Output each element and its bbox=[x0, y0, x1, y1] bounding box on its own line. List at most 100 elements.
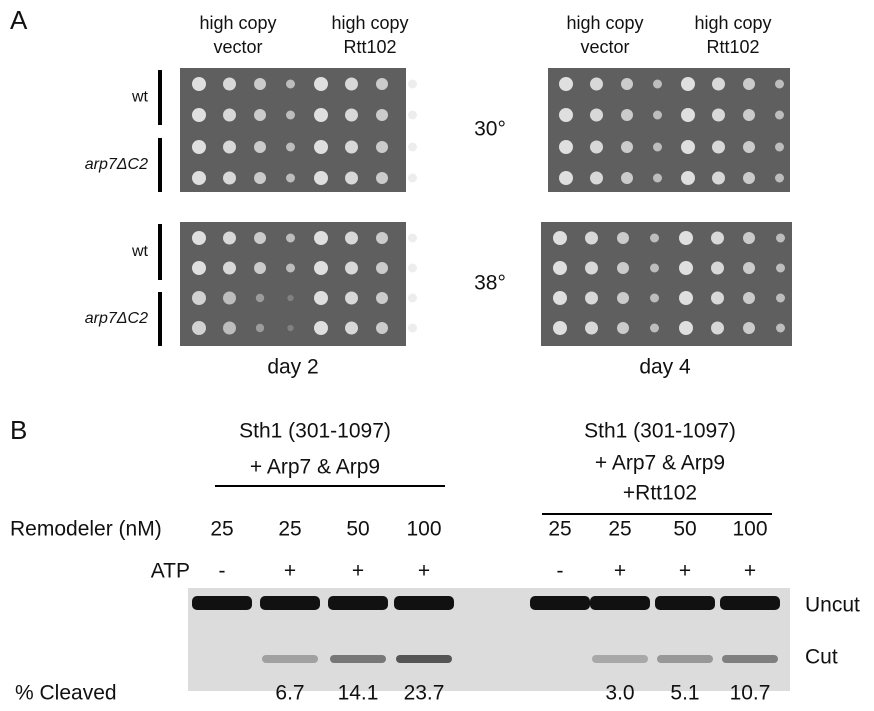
colony-spot bbox=[712, 141, 725, 154]
colony-spot bbox=[345, 232, 358, 245]
group-title: Sth1 (301-1097) bbox=[239, 420, 391, 443]
uncut-band bbox=[328, 596, 388, 610]
atp-sign: + bbox=[418, 560, 430, 583]
plate-header: Rtt102 bbox=[343, 37, 396, 57]
colony-spot bbox=[743, 141, 755, 153]
colony-spot bbox=[621, 172, 633, 184]
colony-spot bbox=[376, 172, 388, 184]
colony-spot bbox=[679, 261, 693, 275]
colony-spot bbox=[376, 78, 388, 90]
colony-spot bbox=[314, 171, 328, 185]
colony-spot bbox=[314, 321, 328, 335]
day-label: day 2 bbox=[267, 356, 318, 379]
band-label: Cut bbox=[805, 646, 838, 669]
colony-spot bbox=[711, 232, 724, 245]
cut-band bbox=[330, 655, 386, 663]
colony-spot bbox=[711, 322, 724, 335]
colony-spot bbox=[254, 141, 266, 153]
atp-sign: + bbox=[284, 560, 296, 583]
plate-header: high copy bbox=[566, 13, 643, 33]
colony-spot bbox=[192, 140, 206, 154]
colony-spot bbox=[679, 291, 693, 305]
colony-spot bbox=[376, 141, 388, 153]
day-label: day 4 bbox=[639, 356, 691, 379]
colony-spot bbox=[408, 264, 417, 273]
colony-spot bbox=[650, 324, 659, 333]
colony-spot bbox=[223, 262, 236, 275]
cleaved-value: 5.1 bbox=[670, 682, 699, 705]
uncut-band bbox=[720, 596, 780, 610]
cleaved-value: 23.7 bbox=[404, 682, 445, 705]
colony-spot bbox=[776, 264, 785, 273]
colony-spot bbox=[345, 262, 358, 275]
row-label: Remodeler (nM) bbox=[10, 518, 162, 541]
plate-header: high copy bbox=[199, 13, 276, 33]
temperature: 30° bbox=[474, 118, 506, 141]
colony-spot bbox=[345, 172, 358, 185]
colony-spot bbox=[585, 232, 598, 245]
colony-spot bbox=[653, 143, 662, 152]
cleaved-value: 6.7 bbox=[275, 682, 304, 705]
colony-spot bbox=[408, 294, 417, 303]
colony-spot bbox=[192, 108, 206, 122]
cut-band bbox=[657, 655, 713, 663]
remodeler-conc: 50 bbox=[673, 518, 696, 541]
atp-sign: + bbox=[744, 560, 756, 583]
uncut-band bbox=[394, 596, 454, 610]
colony-spot bbox=[679, 231, 693, 245]
colony-spot bbox=[192, 231, 206, 245]
colony-spot bbox=[192, 291, 206, 305]
colony-spot bbox=[681, 171, 695, 185]
colony-spot bbox=[712, 109, 725, 122]
colony-spot bbox=[590, 109, 603, 122]
temperature: 38° bbox=[474, 272, 506, 295]
colony-spot bbox=[650, 234, 659, 243]
colony-spot bbox=[287, 325, 293, 331]
colony-spot bbox=[559, 171, 573, 185]
colony-spot bbox=[553, 291, 567, 305]
plate-header: vector bbox=[213, 37, 262, 57]
atp-sign: + bbox=[679, 560, 691, 583]
colony-spot bbox=[254, 78, 266, 90]
colony-spot bbox=[590, 172, 603, 185]
colony-spot bbox=[743, 292, 755, 304]
colony-spot bbox=[408, 111, 417, 120]
colony-spot bbox=[776, 234, 785, 243]
colony-spot bbox=[590, 78, 603, 91]
colony-spot bbox=[743, 232, 755, 244]
atp-sign: + bbox=[614, 560, 626, 583]
group-title: +Rtt102 bbox=[623, 482, 697, 505]
colony-spot bbox=[286, 111, 295, 120]
colony-spot bbox=[621, 141, 633, 153]
colony-spot bbox=[559, 77, 573, 91]
colony-spot bbox=[650, 294, 659, 303]
panel-label: B bbox=[10, 415, 27, 445]
colony-spot bbox=[286, 80, 295, 89]
colony-spot bbox=[743, 78, 755, 90]
colony-spot bbox=[192, 77, 206, 91]
colony-spot bbox=[559, 140, 573, 154]
colony-spot bbox=[345, 141, 358, 154]
colony-spot bbox=[712, 172, 725, 185]
cut-band bbox=[262, 655, 318, 663]
colony-spot bbox=[408, 174, 417, 183]
colony-spot bbox=[223, 172, 236, 185]
uncut-band bbox=[260, 596, 320, 610]
remodeler-conc: 25 bbox=[608, 518, 631, 541]
colony-spot bbox=[376, 109, 388, 121]
colony-spot bbox=[743, 262, 755, 274]
colony-spot bbox=[559, 108, 573, 122]
colony-spot bbox=[345, 109, 358, 122]
colony-spot bbox=[256, 324, 264, 332]
band-label: Uncut bbox=[805, 594, 860, 617]
cut-band bbox=[592, 655, 648, 663]
uncut-band bbox=[655, 596, 715, 610]
colony-spot bbox=[408, 234, 417, 243]
colony-spot bbox=[192, 261, 206, 275]
colony-spot bbox=[376, 262, 388, 274]
colony-spot bbox=[617, 262, 629, 274]
colony-spot bbox=[653, 80, 662, 89]
colony-spot bbox=[314, 231, 328, 245]
remodeler-conc: 25 bbox=[278, 518, 301, 541]
uncut-band bbox=[192, 596, 252, 610]
